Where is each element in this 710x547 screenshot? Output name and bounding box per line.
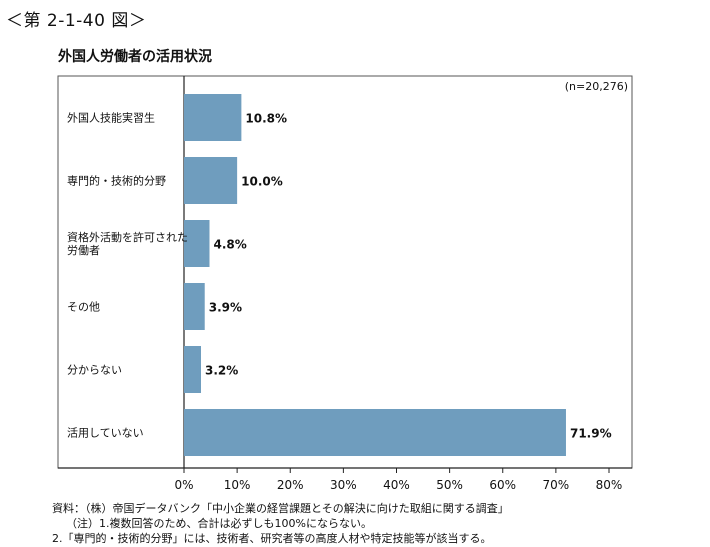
category-label: その他 [67, 301, 100, 314]
category-label: 外国人技能実習生 [67, 111, 155, 125]
category-label: 活用していない [67, 427, 144, 440]
x-tick-label: 0% [174, 478, 193, 492]
note-line-2: 2.「専門的・技術的分野」には、技術者、研究者等の高度人材や特定技能等が該当する… [52, 532, 492, 545]
category-label: 資格外活動を許可された [67, 230, 188, 244]
bar [184, 346, 201, 393]
bar [184, 409, 566, 456]
bar [184, 283, 205, 330]
x-tick-label: 80% [596, 478, 623, 492]
data-label: 3.9% [209, 301, 242, 315]
source-notes: 資料：（株）帝国データバンク「中小企業の経営課題とその解決に向けた取組に関する調… [52, 501, 509, 546]
x-tick-label: 60% [489, 478, 516, 492]
x-tick-label: 10% [224, 478, 251, 492]
category-label: 専門的・技術的分野 [67, 174, 166, 188]
data-label: 10.0% [241, 175, 283, 189]
x-tick-label: 50% [436, 478, 463, 492]
x-tick-label: 30% [330, 478, 357, 492]
sample-size-note: (n=20,276) [565, 80, 628, 93]
figure-number: ＜第 2-1-40 図＞ [6, 11, 147, 31]
chart-title: 外国人労働者の活用状況 [58, 49, 212, 65]
bar [184, 94, 242, 141]
note-line-1: （注）1.複数回答のため、合計は必ずしも100%にならない。 [66, 517, 372, 530]
x-tick-label: 20% [277, 478, 304, 492]
bar [184, 157, 238, 204]
data-label: 10.8% [245, 112, 287, 126]
category-label: 労働者 [67, 243, 100, 257]
bar [184, 220, 210, 267]
x-tick-label: 40% [383, 478, 410, 492]
category-label: 分からない [67, 364, 122, 377]
data-label: 3.2% [205, 364, 238, 378]
data-label: 4.8% [214, 238, 247, 252]
source-line: 資料：（株）帝国データバンク「中小企業の経営課題とその解決に向けた取組に関する調… [52, 502, 509, 515]
data-label: 71.9% [570, 427, 612, 441]
x-tick-label: 70% [543, 478, 570, 492]
